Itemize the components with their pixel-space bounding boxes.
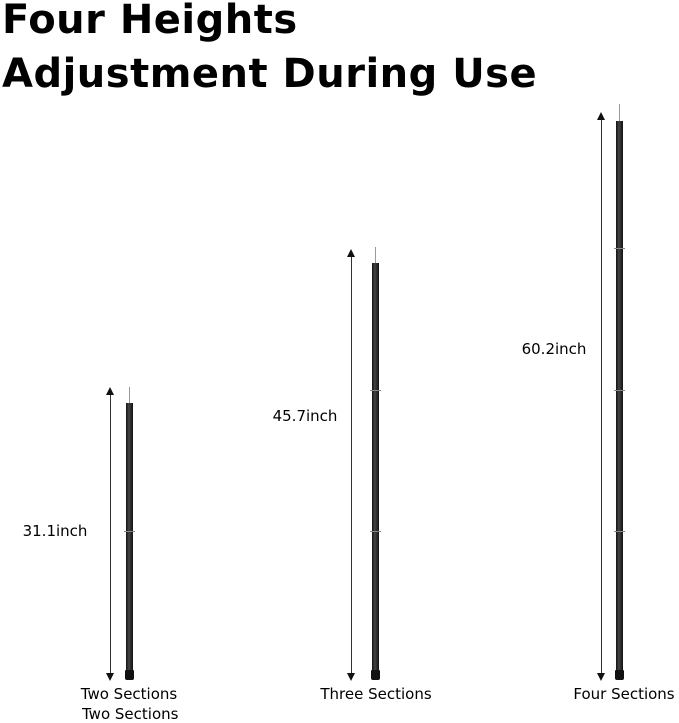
pole-joint: [614, 390, 625, 391]
pole-foot: [125, 670, 134, 680]
height-arrow: [597, 112, 605, 681]
height-label: 60.2inch: [521, 340, 587, 358]
pole-pin: [375, 247, 376, 264]
sections-label: Two Sections: [80, 685, 178, 703]
pole-tube: [126, 403, 133, 671]
title-line-2: Adjustment During Use: [2, 51, 538, 97]
sections-label: Four Sections: [573, 685, 675, 703]
duplicate-caption: Two Sections: [82, 705, 179, 723]
pole-joint: [614, 531, 625, 532]
height-label: 31.1inch: [22, 522, 88, 540]
height-label: 45.7inch: [272, 407, 338, 425]
pole-foot: [615, 670, 624, 680]
pole-joint: [614, 248, 625, 249]
pole-joint: [124, 531, 135, 532]
pole-joint: [370, 390, 381, 391]
height-arrow: [106, 387, 114, 681]
pole-foot: [371, 670, 380, 680]
pole-joint: [370, 531, 381, 532]
pole-pin: [129, 387, 130, 404]
pole-pin: [619, 104, 620, 122]
title-line-1: Four Heights: [2, 0, 298, 43]
pole-tube: [372, 263, 379, 671]
pole-tube: [616, 121, 623, 671]
height-arrow: [347, 249, 355, 681]
sections-label: Three Sections: [320, 685, 432, 703]
